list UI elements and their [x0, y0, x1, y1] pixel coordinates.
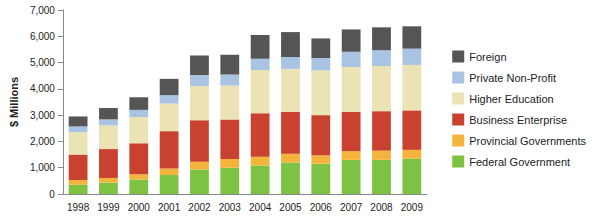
svg-text:Business Enterprise: Business Enterprise — [469, 114, 567, 126]
svg-text:$ Millions: $ Millions — [8, 77, 20, 127]
svg-text:Foreign: Foreign — [469, 51, 506, 63]
svg-text:4,000: 4,000 — [30, 83, 55, 94]
svg-text:1,000: 1,000 — [30, 162, 55, 173]
svg-text:1998: 1998 — [67, 202, 90, 213]
svg-text:2001: 2001 — [158, 202, 181, 213]
svg-text:2004: 2004 — [249, 202, 272, 213]
svg-text:2002: 2002 — [188, 202, 211, 213]
svg-text:6,000: 6,000 — [30, 31, 55, 42]
svg-text:2009: 2009 — [401, 202, 424, 213]
svg-text:Higher Education: Higher Education — [469, 93, 553, 105]
svg-text:2008: 2008 — [370, 202, 393, 213]
svg-text:2000: 2000 — [128, 202, 151, 213]
svg-text:2006: 2006 — [310, 202, 333, 213]
svg-text:3,000: 3,000 — [30, 110, 55, 121]
svg-text:5,000: 5,000 — [30, 57, 55, 68]
svg-text:1999: 1999 — [97, 202, 120, 213]
svg-text:Federal Government: Federal Government — [469, 156, 570, 168]
svg-text:2003: 2003 — [219, 202, 242, 213]
svg-text:2005: 2005 — [279, 202, 302, 213]
svg-text:Provincial Governments: Provincial Governments — [469, 135, 586, 147]
svg-text:Private Non-Profit: Private Non-Profit — [469, 72, 556, 84]
svg-text:7,000: 7,000 — [30, 5, 55, 16]
svg-text:2,000: 2,000 — [30, 136, 55, 147]
svg-text:2007: 2007 — [340, 202, 363, 213]
svg-text:0: 0 — [49, 189, 55, 200]
